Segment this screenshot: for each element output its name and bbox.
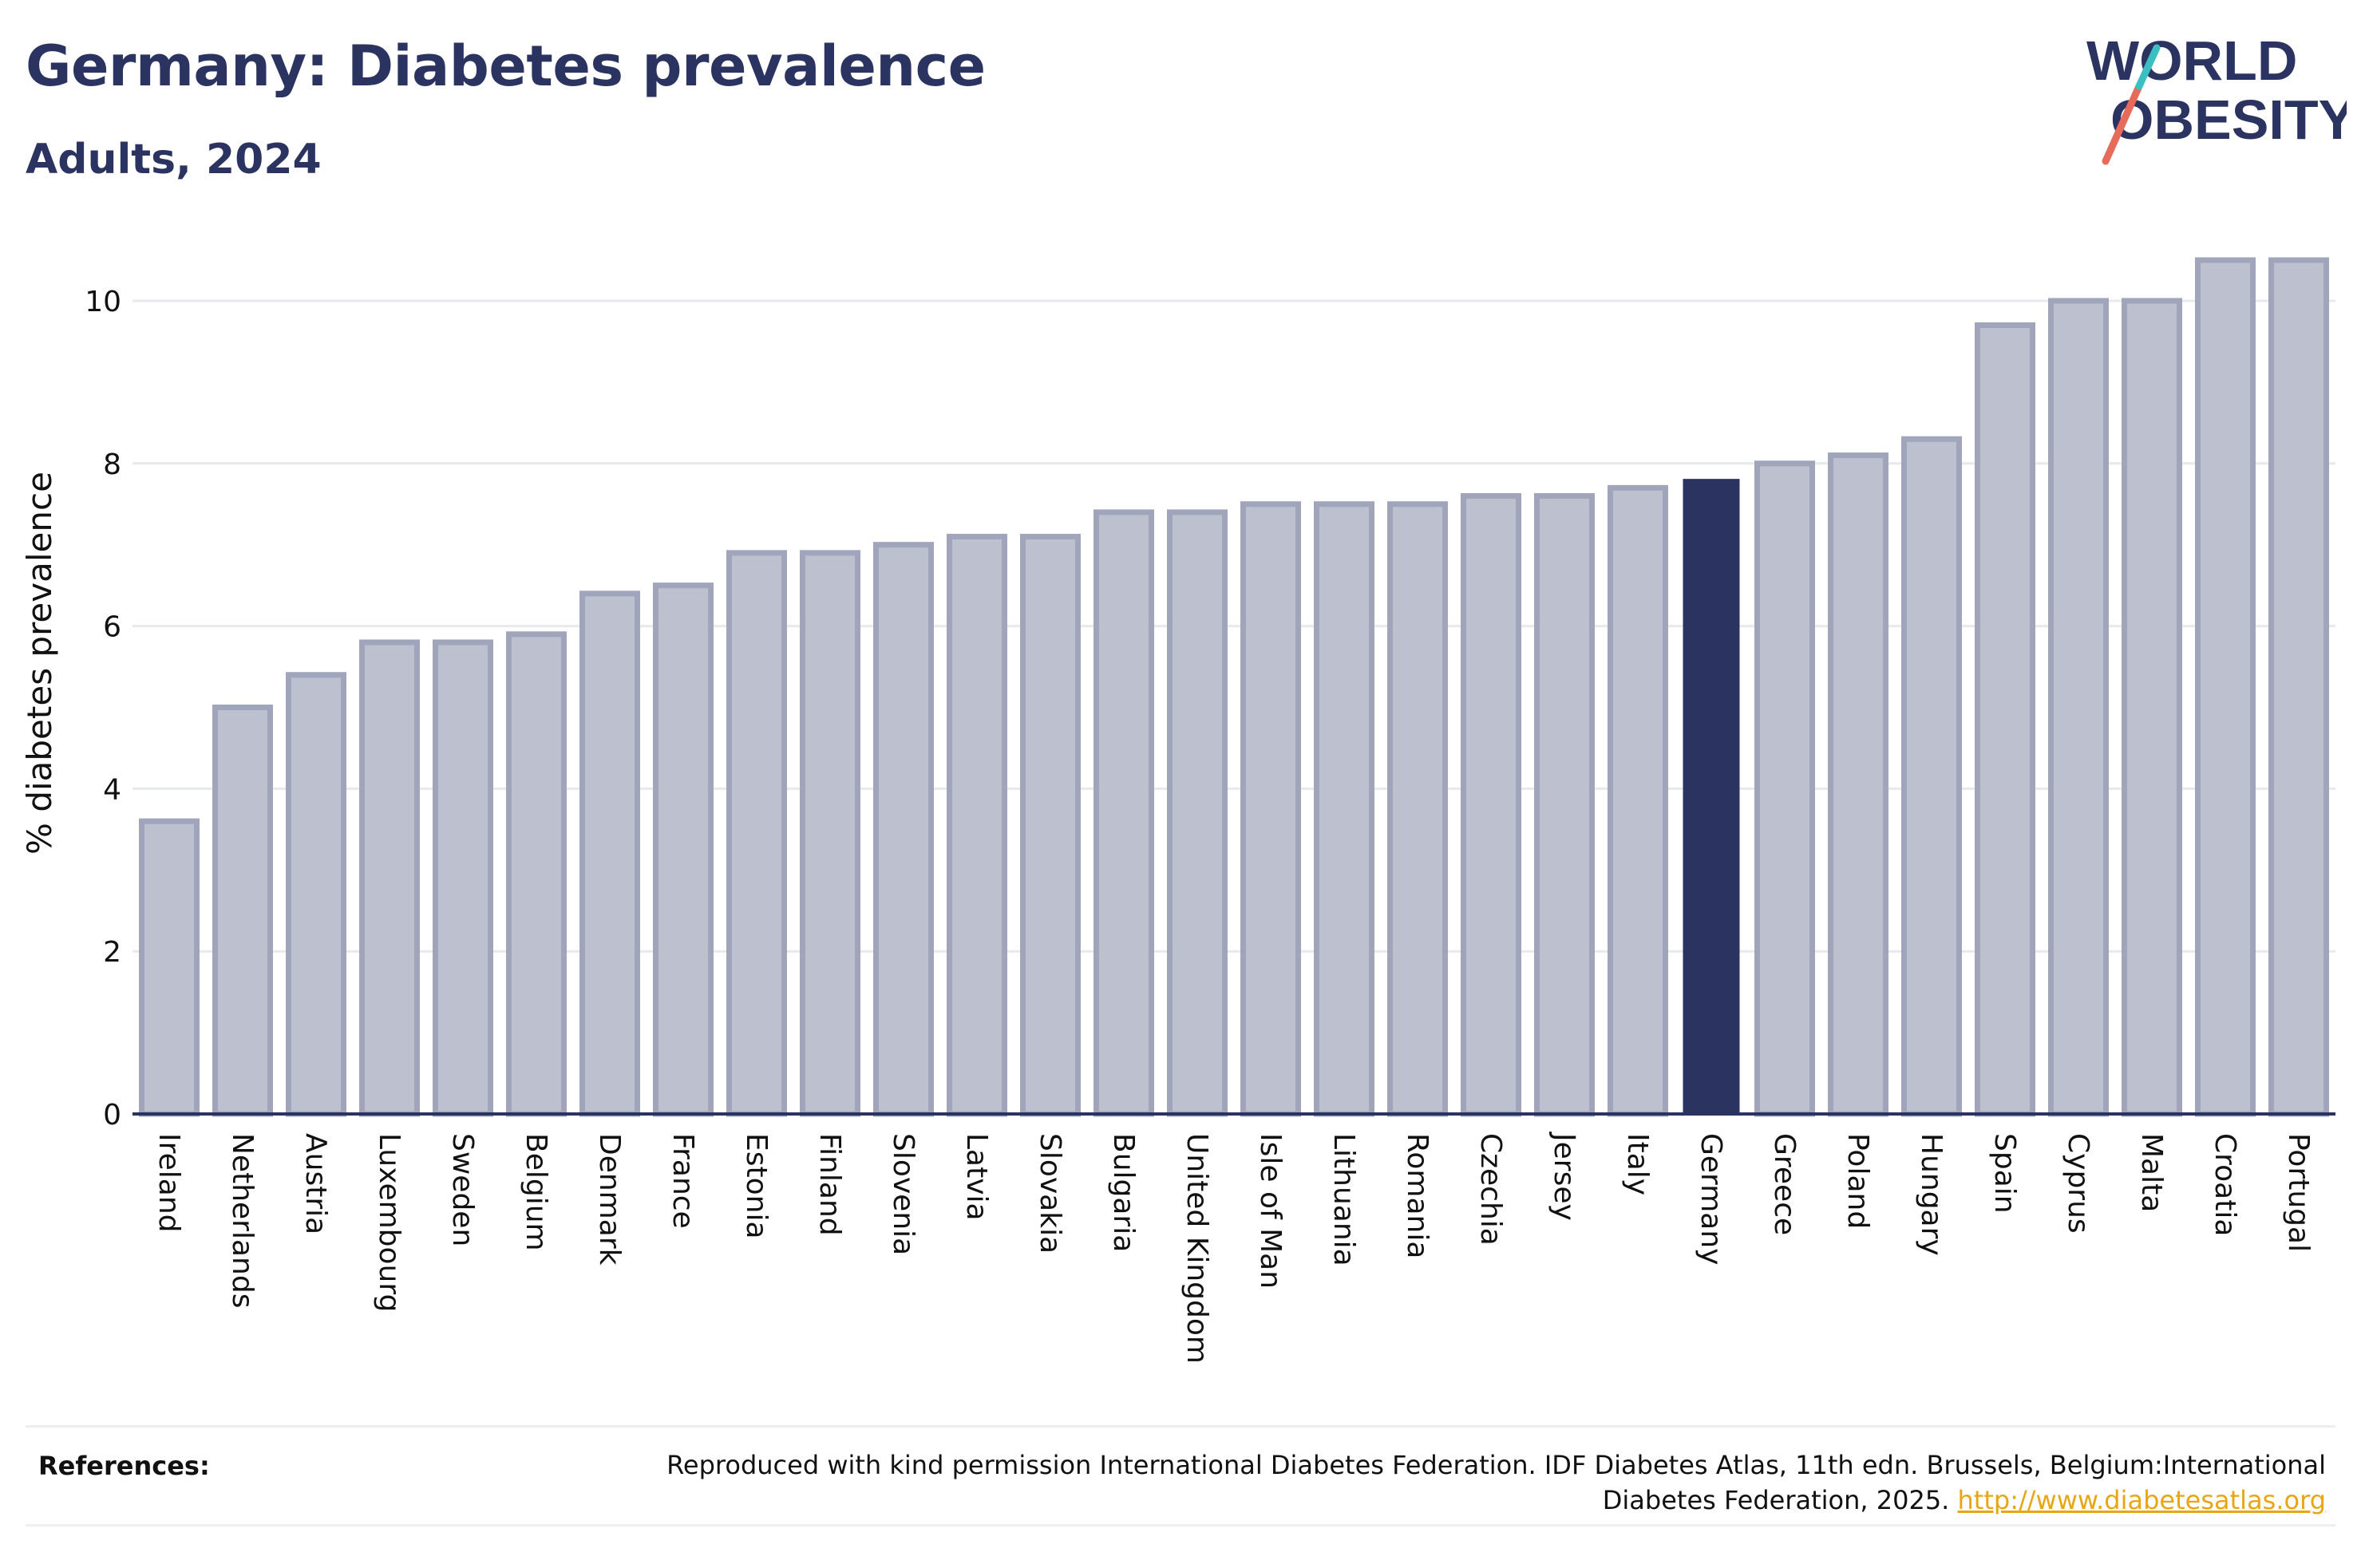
y-axis-label: % diabetes prevalence [20,472,59,855]
bar-united-kingdom[interactable] [1167,509,1228,1117]
bar-belgium[interactable] [506,631,567,1117]
bar-slovenia[interactable] [873,542,934,1117]
bar-germany[interactable] [1683,479,1740,1115]
x-tick-label: Slovenia [887,1133,919,1255]
bar-isle-of-man[interactable] [1240,501,1301,1117]
x-tick-label: Belgium [520,1133,552,1251]
references-bottom-rule [26,1524,2335,1527]
y-tick-label: 0 [103,1099,121,1132]
bar-slovakia[interactable] [1020,533,1081,1117]
bar-estonia[interactable] [726,550,787,1117]
bar-denmark[interactable] [579,590,640,1117]
x-tick-label: Czechia [1474,1133,1507,1246]
bar-poland[interactable] [1828,452,1888,1117]
x-tick-label: Malta [2135,1133,2168,1212]
references-body: Reproduced with kind permission Internat… [666,1450,2326,1515]
x-tick-label: Cyprus [2062,1133,2094,1234]
bar-italy[interactable] [1608,484,1668,1117]
x-tick-label: France [666,1133,699,1229]
logo-obesity-text: OBESITY [2110,89,2347,151]
y-axis-ticks: 0 2 4 6 8 10 [85,286,121,1132]
bar-bulgaria[interactable] [1093,509,1154,1117]
bar-romania[interactable] [1387,501,1448,1117]
x-tick-label: Romania [1401,1133,1434,1258]
bar-spain[interactable] [1975,322,2035,1117]
world-obesity-logo[interactable]: WORLD OBESITY [2083,24,2347,168]
bar-ireland[interactable] [139,818,200,1117]
x-tick-label: Luxembourg [373,1133,405,1312]
x-tick-label: Denmark [593,1133,626,1266]
references-top-rule [26,1425,2335,1428]
x-tick-label: Bulgaria [1107,1133,1140,1252]
bar-jersey[interactable] [1534,493,1595,1117]
x-tick-label: Estonia [740,1133,773,1239]
bar-chart: 0 2 4 6 8 10 % diabetes prevalence Ireland Net… [20,257,2335,1364]
x-tick-label: Hungary [1915,1133,1948,1256]
y-tick-label: 6 [103,611,121,644]
bar-sweden[interactable] [433,639,493,1117]
bar-malta[interactable] [2122,298,2182,1117]
x-tick-label: Spain [1988,1133,2021,1214]
references-link[interactable]: http://www.diabetesatlas.org [1957,1485,2326,1515]
bar-latvia[interactable] [947,533,1007,1117]
x-tick-label: Poland [1841,1133,1874,1229]
bars [139,257,2329,1117]
x-tick-label: Croatia [2209,1133,2241,1236]
x-tick-label: Netherlands [226,1133,259,1308]
y-tick-label: 8 [103,448,121,481]
bar-portugal[interactable] [2268,257,2329,1117]
x-tick-label: Isle of Man [1254,1133,1287,1289]
x-tick-label: Finland [813,1133,846,1236]
references-text: Reproduced with kind permission Internat… [610,1448,2326,1518]
x-tick-label: Latvia [960,1133,993,1221]
x-tick-label: Lithuania [1327,1133,1360,1266]
logo-slash-teal-icon [2135,44,2161,90]
chart-title: Germany: Diabetes prevalence [26,34,986,99]
x-tick-label: Italy [1621,1133,1654,1195]
y-tick-label: 4 [103,773,121,806]
x-tick-label: Ireland [152,1133,185,1233]
bar-france[interactable] [653,583,714,1117]
x-tick-label: Austria [299,1133,332,1234]
logo-world-text: WORLD [2086,30,2297,92]
y-tick-label: 2 [103,936,121,969]
x-tick-label: Germany [1695,1133,1727,1265]
x-tick-label: Portugal [2282,1133,2315,1252]
chart-subtitle: Adults, 2024 [26,136,322,184]
bar-hungary[interactable] [1901,436,1962,1117]
bar-lithuania[interactable] [1314,501,1374,1117]
logo-slash-red-icon [2102,82,2143,165]
gridlines [132,299,2335,953]
x-axis-ticks: Ireland Netherlands Austria Luxembourg Swede… [152,1132,2315,1364]
bar-luxembourg[interactable] [359,639,420,1117]
bar-croatia[interactable] [2195,257,2256,1117]
x-tick-label: Jersey [1548,1132,1580,1221]
x-tick-label: Greece [1768,1133,1801,1235]
bar-cyprus[interactable] [2048,298,2109,1117]
bar-finland[interactable] [800,550,860,1117]
x-tick-label: United Kingdom [1180,1133,1213,1364]
references-label: References: [38,1451,210,1481]
bar-netherlands[interactable] [212,704,273,1117]
x-tick-label: Sweden [446,1133,479,1246]
bar-austria[interactable] [286,672,346,1117]
bar-greece[interactable] [1754,460,1815,1117]
y-tick-label: 10 [85,286,121,318]
bar-czechia[interactable] [1461,493,1521,1117]
x-tick-label: Slovakia [1034,1133,1066,1254]
